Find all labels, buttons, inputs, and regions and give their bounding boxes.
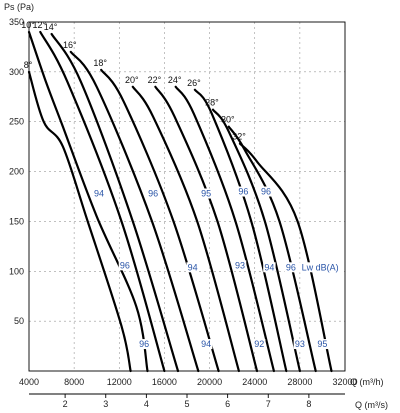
angle-label: 22° bbox=[148, 75, 162, 85]
annotation-halo bbox=[199, 188, 213, 199]
sound-level-label: Lw dB(A) bbox=[302, 262, 339, 272]
series-line bbox=[211, 108, 301, 373]
annotation-halo bbox=[284, 262, 298, 273]
series-line bbox=[27, 30, 149, 373]
annotation-halo bbox=[199, 339, 213, 350]
annotation-halo bbox=[146, 188, 160, 199]
sound-level-label: 96 bbox=[238, 187, 248, 197]
series-line bbox=[50, 32, 180, 373]
sound-level-label: 96 bbox=[139, 339, 149, 349]
series-line bbox=[238, 142, 333, 373]
y-tick-label: 300 bbox=[9, 67, 24, 77]
annotation-halo bbox=[263, 262, 276, 273]
angle-label: 18° bbox=[93, 58, 107, 68]
x-tick-label: 20000 bbox=[197, 377, 222, 387]
sound-level-label: 92 bbox=[254, 339, 264, 349]
sound-level-label: 95 bbox=[201, 189, 211, 199]
x2-tick-label: 4 bbox=[144, 399, 149, 409]
angle-label: 24° bbox=[168, 75, 182, 85]
x2-tick-label: 5 bbox=[184, 399, 189, 409]
angle-label: 16° bbox=[63, 40, 77, 50]
plot-frame bbox=[28, 21, 346, 372]
y-tick-label: 100 bbox=[9, 266, 24, 276]
x-tick-label: 12000 bbox=[107, 377, 132, 387]
x-tick-label: 4000 bbox=[19, 377, 39, 387]
x2-tick-label: 7 bbox=[266, 399, 271, 409]
sound-level-label: 94 bbox=[188, 262, 198, 272]
angle-label: 14° bbox=[44, 22, 58, 32]
x-axis-title: Q (m³/h) bbox=[350, 377, 384, 387]
angle-label: 12° bbox=[32, 20, 46, 30]
annotation-halo bbox=[237, 186, 250, 197]
x2-tick-label: 6 bbox=[225, 399, 230, 409]
annotation-halo bbox=[186, 262, 199, 273]
y-tick-label: 350 bbox=[9, 17, 24, 27]
series-line bbox=[227, 125, 317, 373]
x2-tick-label: 2 bbox=[63, 399, 68, 409]
grid bbox=[29, 22, 345, 371]
annotation-halo bbox=[233, 260, 247, 271]
x-tick-label: 24000 bbox=[242, 377, 267, 387]
series-line bbox=[69, 50, 200, 373]
sound-level-label: 94 bbox=[264, 262, 274, 272]
y-axis-title: Ps (Pa) bbox=[4, 2, 34, 12]
series-line bbox=[27, 70, 132, 373]
y-tick-label: 150 bbox=[9, 216, 24, 226]
annotation-halo bbox=[298, 262, 342, 273]
series-line bbox=[174, 85, 275, 373]
sound-level-label: 96 bbox=[286, 262, 296, 272]
annotation-halo bbox=[293, 339, 307, 350]
sound-level-label: 96 bbox=[148, 189, 158, 199]
series-line bbox=[131, 85, 240, 373]
y-tick-label: 50 bbox=[14, 316, 24, 326]
angle-label: 30° bbox=[221, 115, 235, 125]
angle-label: 32° bbox=[232, 132, 246, 142]
sound-level-label: 93 bbox=[235, 260, 245, 270]
annotation-halo bbox=[316, 339, 329, 350]
series-line bbox=[100, 68, 220, 373]
annotation-halo bbox=[259, 186, 273, 197]
x-tick-label: 16000 bbox=[152, 377, 177, 387]
x2-tick-label: 3 bbox=[103, 399, 108, 409]
angle-label: 10° bbox=[21, 20, 35, 30]
annotation-halo bbox=[92, 188, 106, 199]
labels: 4000 8000 12000 16000 20000 24000 28000 32000 50… bbox=[9, 17, 358, 409]
sound-level-label: 96 bbox=[261, 187, 271, 197]
sound-level-label: 93 bbox=[295, 339, 305, 349]
sound-level-label: 94 bbox=[201, 339, 211, 349]
x-tick-label: 32000 bbox=[332, 377, 357, 387]
angle-label: 8° bbox=[24, 60, 33, 70]
annotation-halo bbox=[253, 339, 266, 350]
x-tick-label: 28000 bbox=[287, 377, 312, 387]
y-tick-label: 200 bbox=[9, 167, 24, 177]
y-tick-label: 250 bbox=[9, 117, 24, 127]
annotation-halo bbox=[118, 260, 132, 271]
series-line bbox=[154, 85, 259, 373]
angle-label: 26° bbox=[187, 78, 201, 88]
x2-axis-title: Q (m³/s) bbox=[355, 400, 388, 410]
sound-level-label: 96 bbox=[120, 260, 130, 270]
x-tick-label: 8000 bbox=[64, 377, 84, 387]
angle-label: 20° bbox=[125, 75, 139, 85]
x2-tick-label: 8 bbox=[306, 399, 311, 409]
annotation-halo bbox=[137, 339, 151, 350]
sound-level-label: 94 bbox=[94, 189, 104, 199]
series-line bbox=[39, 30, 166, 373]
angle-label: 28° bbox=[205, 98, 219, 108]
sound-level-label: 95 bbox=[317, 339, 327, 349]
